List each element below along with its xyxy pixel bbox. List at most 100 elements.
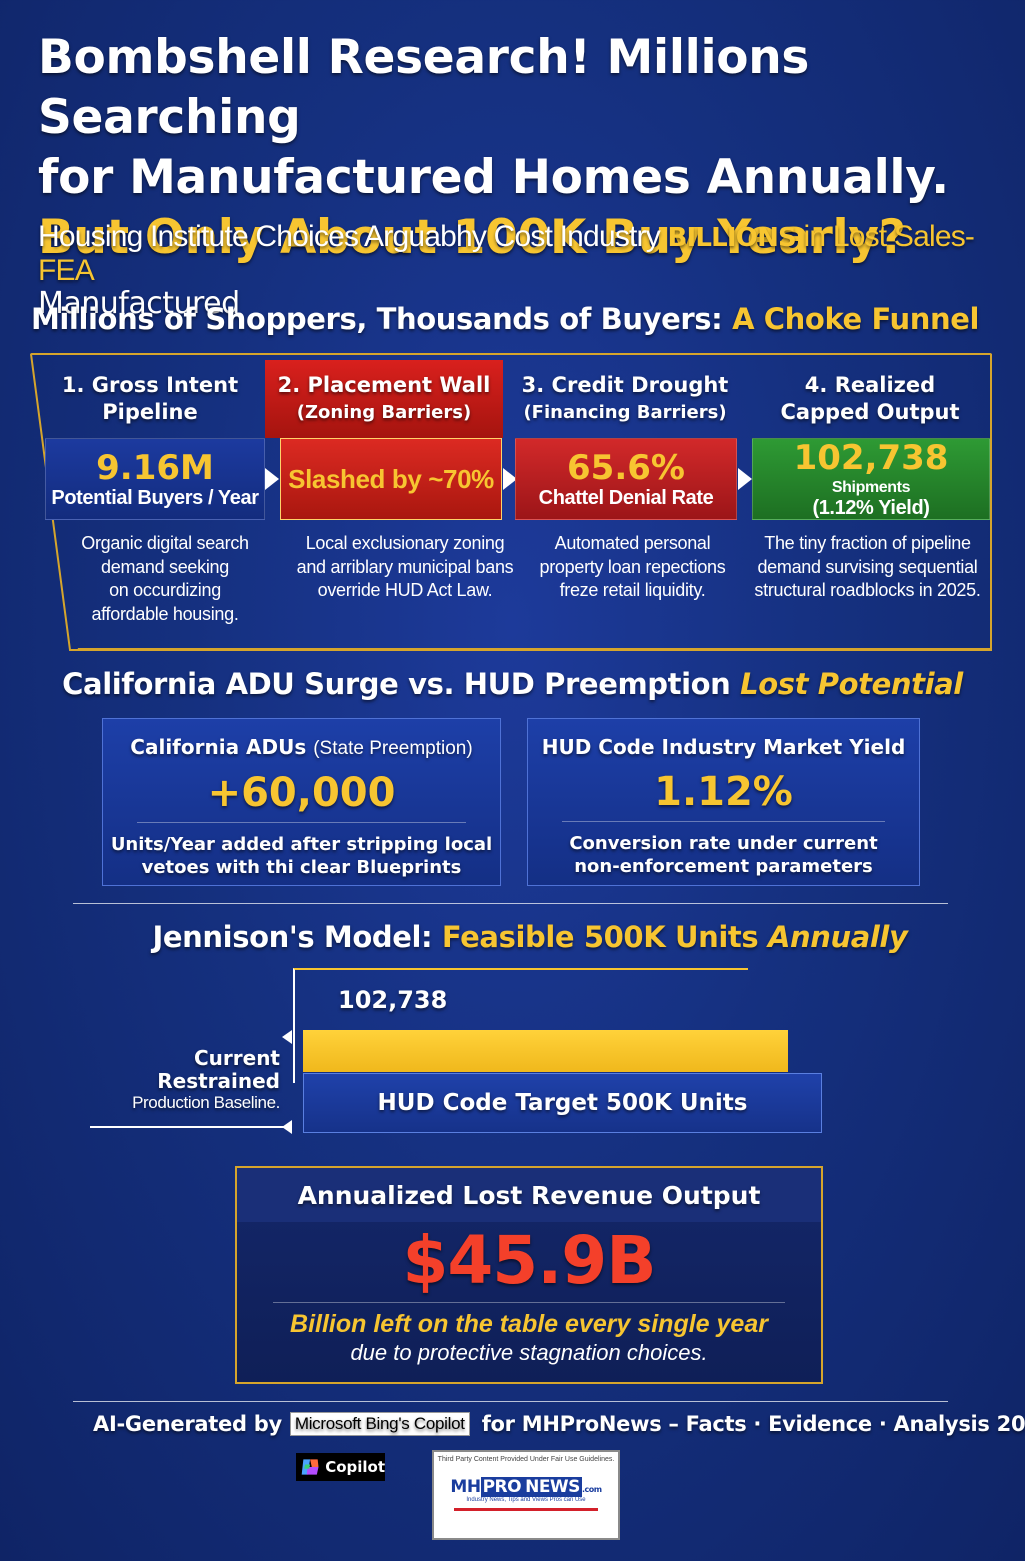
adu-card-title: California ADUs (State Preemption) bbox=[103, 735, 500, 760]
headline-tail: Manufactured bbox=[38, 286, 240, 321]
desc-line: affordable housing. bbox=[91, 603, 239, 624]
step-1-subtitle: Pipeline bbox=[102, 400, 198, 424]
step-1-header: 1. Gross Intent Pipeline bbox=[45, 360, 255, 438]
adu-card-desc: Units/Year added after stripping local bbox=[110, 834, 493, 855]
step-2-title: 2. Placement Wall bbox=[277, 373, 491, 397]
lost-revenue-value: $45.9B bbox=[402, 1222, 656, 1299]
step-4-description: The tiny fraction of pipeline demand sur… bbox=[750, 532, 985, 603]
baseline-rule bbox=[90, 1126, 285, 1128]
divider bbox=[137, 822, 466, 823]
adu-title-white: California ADU Surge vs. HUD Preemption bbox=[62, 667, 731, 701]
target-bar: HUD Code Target 500K Units bbox=[303, 1073, 822, 1133]
adu-card-title-main: California ADUs bbox=[130, 735, 307, 759]
step-2-description: Local exclusionary zoning and arriblary … bbox=[285, 532, 525, 603]
desc-line: demand seeking bbox=[101, 556, 229, 577]
logo-com: .com bbox=[581, 1485, 602, 1494]
subheadline: Housing Institute Choices Arguabhy Cost … bbox=[38, 220, 1008, 288]
step-4-value-row: 102,738 Shipments bbox=[753, 439, 989, 497]
adu-card: California ADUs (State Preemption) +60,0… bbox=[102, 718, 501, 886]
baseline-bar bbox=[303, 1030, 788, 1072]
lost-revenue-line1: Billion left on the table every single y… bbox=[290, 1310, 768, 1338]
model-title-gold: Feasible 500K Units bbox=[441, 920, 759, 954]
lost-revenue-panel: Annualized Lost Revenue Output $45.9B Bi… bbox=[235, 1166, 823, 1384]
desc-line: on occurdizing bbox=[109, 580, 221, 600]
step-3-title: 3. Credit Drought bbox=[521, 373, 729, 397]
step-4-header: 4. Realized Capped Output bbox=[750, 360, 990, 438]
hud-card-desc: Conversion rate under current bbox=[569, 833, 878, 854]
step-4-title: 4. Realized bbox=[804, 373, 936, 397]
step-1-description: Organic digital search demand seeking on… bbox=[55, 532, 275, 626]
footer-credit: AI-Generated by Microsoft Bing's Copilot… bbox=[93, 1412, 1025, 1436]
subhead-billions: BILLIONS bbox=[667, 223, 797, 253]
step-2-header: 2. Placement Wall (Zoning Barriers) bbox=[265, 360, 503, 438]
model-title-gold-italic: Annually bbox=[767, 920, 908, 954]
step-3-metric: 65.6% Chattel Denial Rate bbox=[515, 438, 737, 520]
copilot-badge: Copilot bbox=[296, 1453, 385, 1481]
logo-wordmark: MH PRO NEWS .com bbox=[434, 1477, 618, 1497]
divider bbox=[73, 903, 948, 904]
step-3-label: Chattel Denial Rate bbox=[538, 486, 714, 509]
desc-line: structural roadblocks in 2025. bbox=[754, 580, 981, 600]
headline-gold: But Only About 100K Buy Yearly? bbox=[38, 210, 906, 265]
desc-line: Local exclusionary zoning bbox=[305, 533, 505, 553]
headline: Bombshell Research! Millions Searching f… bbox=[38, 28, 1008, 334]
step-3-header: 3. Credit Drought (Financing Barriers) bbox=[510, 360, 740, 438]
copilot-icon bbox=[301, 1459, 319, 1475]
funnel-title-gold: A Choke Funnel bbox=[732, 302, 980, 336]
divider bbox=[562, 821, 885, 822]
funnel-title-white: Millions of Shoppers, Thousands of Buyer… bbox=[30, 302, 723, 336]
adu-card-value: +60,000 bbox=[207, 770, 396, 816]
divider bbox=[73, 1401, 948, 1402]
microsoft-copilot-label: Microsoft Bing's Copilot bbox=[289, 1412, 470, 1436]
baseline-label-line1: Current bbox=[193, 1046, 280, 1070]
baseline-label-line3: Production Baseline. bbox=[132, 1093, 280, 1112]
funnel-title: Millions of Shoppers, Thousands of Buyer… bbox=[0, 302, 1010, 336]
arrow-right-icon bbox=[503, 468, 517, 490]
logo-pro: PRO bbox=[480, 1477, 524, 1497]
arrow-right-icon bbox=[265, 468, 279, 490]
logo-stripe bbox=[454, 1508, 598, 1511]
hud-card-desc: non-enforcement parameters bbox=[574, 856, 873, 877]
desc-line: Automated personal bbox=[554, 533, 711, 553]
step-3-description: Automated personal property loan repecti… bbox=[520, 532, 745, 603]
step-3-value: 65.6% bbox=[567, 447, 685, 488]
step-1-metric: 9.16M Potential Buyers / Year bbox=[45, 438, 265, 520]
desc-line: override HUD Act Law. bbox=[317, 580, 493, 600]
step-4-label: (1.12% Yield) bbox=[812, 496, 930, 519]
fair-use-note: Third Party Content Provided Under Fair … bbox=[437, 1456, 615, 1463]
pointer-left-icon bbox=[282, 1030, 292, 1044]
step-2-metric: Slashed by ~70% bbox=[280, 438, 502, 520]
headline-line2: for Manufactured Homes Annually. bbox=[38, 150, 949, 205]
divider bbox=[273, 1302, 785, 1303]
baseline-value: 102,738 bbox=[338, 986, 448, 1014]
adu-title-gold: Lost Potential bbox=[740, 667, 963, 701]
logo-tagline: Industry News, Tips and Views Pros can U… bbox=[466, 1497, 586, 1503]
adu-card-title-paren: (State Preemption) bbox=[313, 738, 473, 759]
hud-card-title: HUD Code Industry Market Yield bbox=[541, 735, 906, 759]
step-4-value: 102,738 bbox=[793, 437, 949, 478]
copilot-label: Copilot bbox=[325, 1458, 385, 1476]
step-1-value: 9.16M bbox=[96, 447, 214, 488]
desc-line: The tiny fraction of pipeline bbox=[764, 533, 971, 553]
adu-card-desc: vetoes with thi clear Blueprints bbox=[141, 857, 462, 878]
arrow-right-icon bbox=[738, 468, 752, 490]
desc-line: demand survising sequential bbox=[757, 556, 978, 577]
headline-line1: Bombshell Research! Millions Searching bbox=[38, 30, 810, 145]
step-3-subtitle: (Financing Barriers) bbox=[523, 402, 727, 423]
desc-line: Organic digital search bbox=[81, 533, 249, 553]
lost-revenue-line2: due to protective stagnation choices. bbox=[350, 1340, 708, 1365]
pointer-left-icon bbox=[282, 1120, 292, 1134]
step-1-title: 1. Gross Intent bbox=[61, 373, 239, 397]
hud-yield-card: HUD Code Industry Market Yield 1.12% Con… bbox=[527, 718, 920, 886]
baseline-label: Current Restrained Production Baseline. bbox=[100, 1047, 280, 1113]
desc-line: freze retail liquidity. bbox=[559, 580, 706, 600]
baseline-label-line2: Restrained bbox=[157, 1069, 280, 1093]
step-4-subtitle: Capped Output bbox=[780, 400, 960, 424]
step-4-metric: 102,738 Shipments (1.12% Yield) bbox=[752, 438, 990, 520]
step-4-suffix: Shipments bbox=[831, 478, 911, 496]
desc-line: property loan repections bbox=[539, 556, 726, 577]
model-title-white: Jennison's Model: bbox=[152, 920, 433, 954]
step-1-label: Potential Buyers / Year bbox=[51, 486, 259, 509]
logo-mh: MH bbox=[450, 1477, 481, 1497]
desc-line: and arriblary municipal bans bbox=[296, 556, 514, 577]
